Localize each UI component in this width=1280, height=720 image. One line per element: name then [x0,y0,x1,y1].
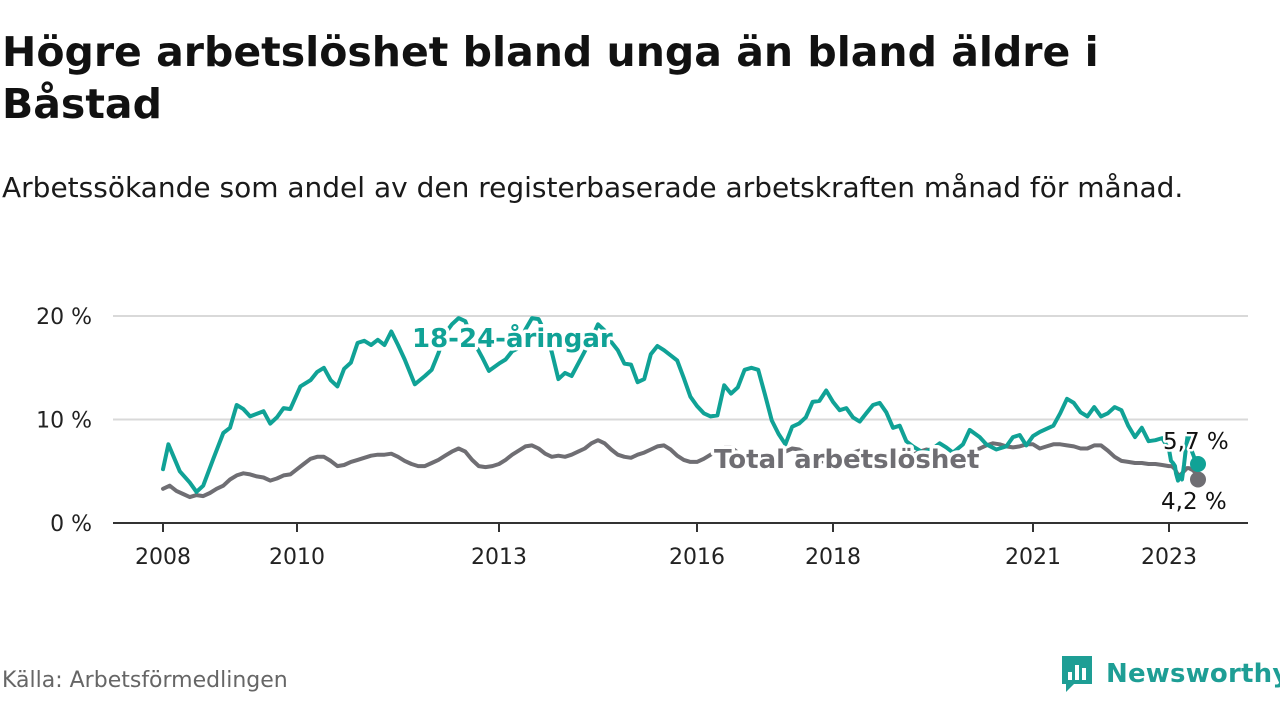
newsworthy-brand: Newsworthy [1060,654,1280,694]
axes: 0 % 10 % 20 % 2008 2010 2013 2016 2018 2021 2023 [36,305,1248,570]
x-tick-label: 2008 [135,545,191,570]
x-tick-label: 2023 [1141,545,1197,570]
series-line-total [161,438,1200,500]
end-point-total [1190,471,1206,488]
series-label-youth: 18-24-åringar [412,322,613,354]
chart-title: Högre arbetslöshet bland unga än bland ä… [2,28,1099,128]
chart-subtitle: Arbetssökande som andel av den registerb… [2,171,1184,204]
source-note: Källa: Arbetsförmedlingen [2,668,288,693]
line-chart: 0 %10 %20 %2008 2010 2013 2016 2018 2021 2023 … [36,305,1248,570]
x-tick-label: 2018 [805,545,861,570]
series-label-total: Total arbetslöshet [714,445,979,475]
x-tick-label: 2010 [269,545,325,570]
bar-chart-logo-icon [1062,656,1092,692]
end-value-label-total: 4,2 % [1161,489,1227,515]
x-tick-label: 2016 [669,545,725,570]
brand-name: Newsworthy [1106,659,1280,689]
end-value-label-youth: 5,7 % [1163,429,1229,455]
x-tick-label: 2021 [1005,545,1061,570]
series-lines [161,316,1206,500]
end-point-youth [1190,456,1206,473]
x-tick-label: 2013 [471,545,527,570]
y-tick-label: 10 % [36,409,92,434]
series-labels: 18-24-åringar Total arbetslöshet 5,7 % 4… [409,319,1232,518]
y-tick-label: 20 % [36,305,92,330]
series-line-youth [161,316,1200,494]
y-tick-label: 0 % [50,512,92,537]
